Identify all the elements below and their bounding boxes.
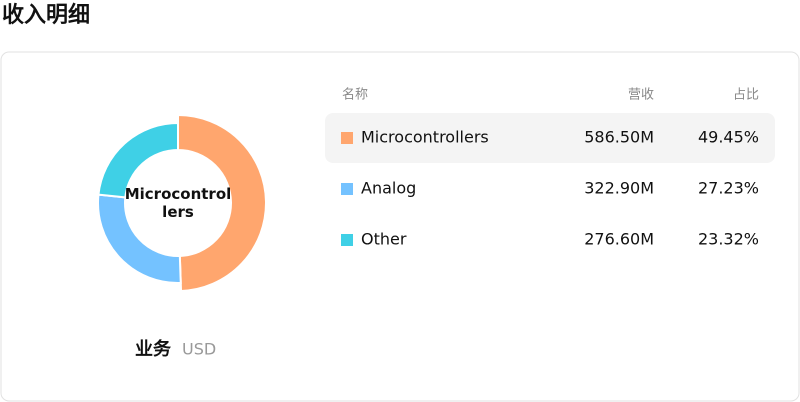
row-name: Analog (361, 179, 416, 198)
legend-swatch (341, 183, 353, 195)
row-revenue: 586.50M (584, 128, 654, 147)
row-revenue: 276.60M (584, 230, 654, 249)
header-share: 占比 (733, 88, 759, 103)
legend-swatch (341, 234, 353, 246)
row-name: Microcontrollers (361, 128, 489, 147)
donut-slice (177, 113, 267, 292)
row-share: 27.23% (698, 179, 759, 198)
caption-unit: USD (182, 340, 216, 359)
page-title: 收入明细 (2, 2, 90, 28)
row-highlight (325, 113, 775, 163)
header-name: 名称 (342, 87, 368, 103)
center-label-box: Microcontrollers (124, 185, 232, 221)
caption-title: 业务 (135, 338, 172, 360)
row-share: 23.32% (698, 230, 759, 249)
row-revenue: 322.90M (584, 179, 654, 198)
row-share: 49.45% (698, 128, 759, 147)
header-revenue: 营收 (628, 88, 654, 103)
legend-swatch (341, 132, 353, 144)
donut-slice (97, 121, 179, 199)
center-label: Microcontrollers (124, 185, 232, 221)
row-name: Other (361, 230, 407, 249)
